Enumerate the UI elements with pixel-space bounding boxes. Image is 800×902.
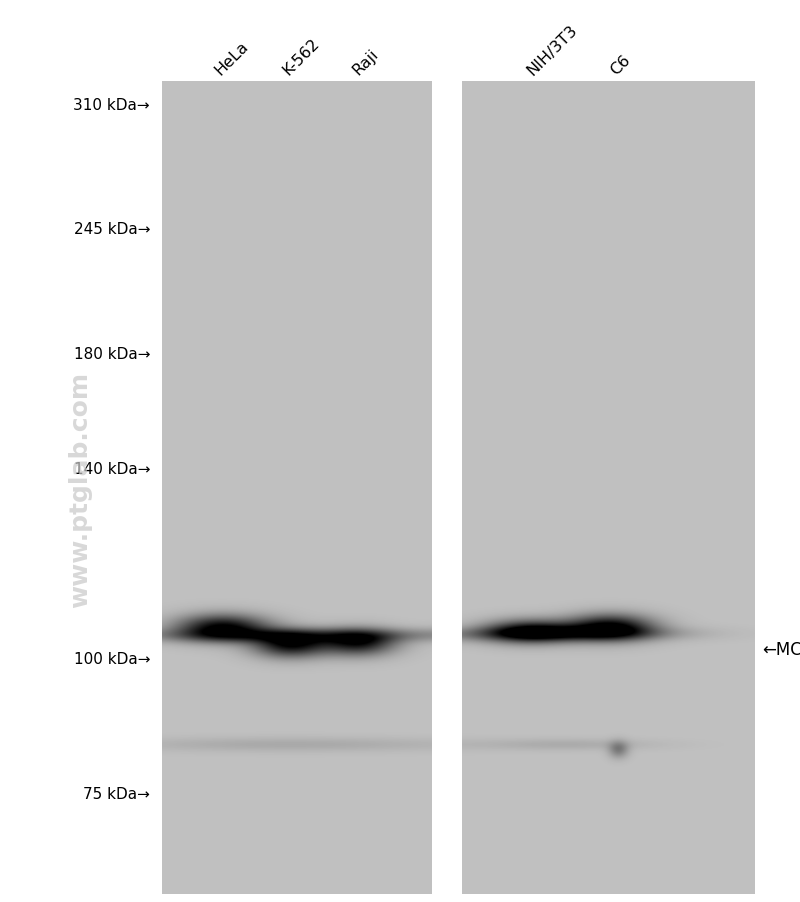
Text: K-562: K-562 bbox=[279, 35, 322, 78]
Bar bbox=[162, 82, 432, 894]
Text: 140 kDa→: 140 kDa→ bbox=[74, 462, 150, 477]
Text: www.ptglab.com: www.ptglab.com bbox=[68, 372, 92, 607]
Text: 75 kDa→: 75 kDa→ bbox=[83, 787, 150, 802]
Text: Raji: Raji bbox=[350, 46, 381, 78]
Text: 245 kDa→: 245 kDa→ bbox=[74, 222, 150, 237]
Text: HeLa: HeLa bbox=[211, 39, 251, 78]
Text: 310 kDa→: 310 kDa→ bbox=[74, 97, 150, 113]
Text: 100 kDa→: 100 kDa→ bbox=[74, 652, 150, 667]
Text: 180 kDa→: 180 kDa→ bbox=[74, 347, 150, 362]
Text: C6: C6 bbox=[607, 52, 633, 78]
Text: ←MCM3: ←MCM3 bbox=[762, 640, 800, 658]
Text: NIH/3T3: NIH/3T3 bbox=[524, 22, 581, 78]
Bar bbox=[462, 82, 755, 894]
